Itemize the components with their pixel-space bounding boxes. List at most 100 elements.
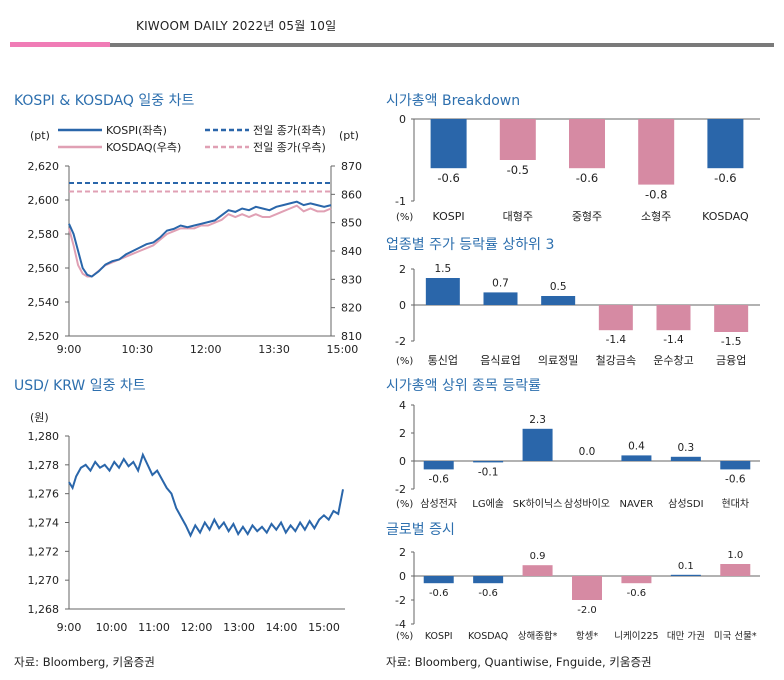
- global-bar: [720, 564, 751, 576]
- mcap_breakdown-bar: [499, 119, 536, 160]
- global-data-label: -0.6: [478, 588, 498, 599]
- global-bar: [473, 576, 504, 584]
- kospi-series-line: [68, 200, 332, 278]
- usdkrw-x-tick-label: 13:00: [223, 621, 255, 634]
- global-data-label: -0.6: [627, 588, 647, 599]
- mcap_breakdown-bar: [638, 119, 675, 185]
- mcap_breakdown-data-label: -0.6: [437, 171, 459, 185]
- right-unit-label: (pt): [339, 129, 359, 142]
- right-tick-label: 810: [341, 330, 362, 343]
- right-tick-label: 820: [341, 302, 362, 315]
- top_mcap-data-label: -0.1: [478, 466, 499, 478]
- legend-kosdaq-prev-label: 전일 종가(우측): [253, 140, 326, 154]
- left-unit-label: (pt): [30, 129, 50, 142]
- sector-data-label: 1.5: [434, 263, 451, 275]
- sector-tick-label: 0: [399, 299, 406, 312]
- top_mcap-category-label: SK하이닉스: [513, 497, 563, 510]
- top_mcap-tick-label: 2: [399, 427, 406, 440]
- usdkrw-x-tick-label: 14:00: [266, 621, 298, 634]
- global-tick-label: -2: [395, 594, 406, 607]
- top_mcap-bar: [720, 461, 751, 470]
- usdkrw-x-tick-label: 11:00: [138, 621, 170, 634]
- usdkrw-chart-title: USD/ KRW 일중 차트: [14, 378, 146, 394]
- top_mcap-data-label: 2.3: [529, 414, 546, 426]
- sector-category-label: 통신업: [428, 354, 458, 367]
- source-left: 자료: Bloomberg, 키움증권: [14, 655, 155, 669]
- mcap_breakdown-category-label: 소형주: [641, 210, 671, 223]
- mcap_breakdown-category-label: 대형주: [503, 210, 533, 223]
- usdkrw-x-tick-label: 9:00: [57, 621, 82, 634]
- x-tick-label: 10:30: [121, 343, 153, 356]
- mcap_breakdown-bar: [430, 119, 467, 169]
- global-data-label: 1.0: [727, 550, 743, 561]
- global-unit-label: (%): [396, 631, 413, 642]
- header-accent-bar: [10, 42, 110, 47]
- top_mcap-bar: [621, 455, 652, 461]
- top_mcap-category-label: 삼성SDI: [668, 498, 703, 510]
- top_mcap-bar: [473, 461, 504, 463]
- global-tick-label: 0: [399, 570, 406, 583]
- left-tick-label: 2,600: [28, 194, 60, 207]
- global-category-label: KOSPI: [425, 631, 453, 642]
- global-bar: [423, 576, 454, 584]
- right-tick-label: 850: [341, 217, 362, 230]
- sector-data-label: -1.5: [721, 336, 742, 348]
- legend-kospi-label: KOSPI(좌측): [106, 124, 167, 137]
- top_mcap-category-label: LG에솔: [472, 498, 504, 510]
- mcap_breakdown-tick-label: 0: [399, 113, 406, 126]
- global-data-label: 0.1: [678, 561, 694, 572]
- usdkrw-series-line: [68, 451, 344, 538]
- left-tick-label: 2,560: [28, 262, 60, 275]
- mcap_breakdown-unit-label: (%): [396, 212, 413, 223]
- global-tick-label: -4: [395, 618, 406, 631]
- left-tick-label: 2,540: [28, 296, 60, 309]
- sector-bar: [598, 305, 633, 331]
- usdkrw-tick-label: 1,276: [28, 488, 60, 501]
- kosdaq-series-line: [68, 204, 332, 278]
- global-chart-title: 글로벌 증시: [386, 522, 455, 538]
- top_mcap-category-label: NAVER: [620, 499, 654, 510]
- global-category-label: KOSDAQ: [468, 631, 508, 642]
- usdkrw-tick-label: 1,278: [28, 459, 60, 472]
- global-category-label: 대만 가권: [667, 630, 705, 642]
- sector-data-label: -1.4: [606, 334, 627, 346]
- usdkrw-tick-label: 1,274: [28, 517, 60, 530]
- left-tick-label: 2,580: [28, 228, 60, 241]
- sector-unit-label: (%): [396, 356, 413, 367]
- usdkrw-x-tick-label: 10:00: [96, 621, 128, 634]
- global-data-label: 0.9: [530, 551, 546, 562]
- top_mcap-category-label: 삼성바이오: [564, 498, 610, 510]
- left-tick-label: 2,620: [28, 160, 60, 173]
- top_mcap-tick-label: 0: [399, 455, 406, 468]
- sector-category-label: 철강금속: [596, 354, 636, 367]
- mcap_breakdown-bar: [707, 119, 744, 169]
- mcap_breakdown-tick-label: -1: [395, 195, 406, 208]
- global-bar: [670, 574, 701, 576]
- legend-kosdaq-label: KOSDAQ(우측): [106, 141, 181, 154]
- x-tick-label: 15:00: [327, 343, 359, 356]
- sector-tick-label: -2: [395, 335, 406, 348]
- mcap_breakdown-category-label: KOSPI: [433, 210, 465, 223]
- right-tick-label: 840: [341, 245, 362, 258]
- source-right: 자료: Bloomberg, Quantiwise, Fnguide, 키움증권: [386, 655, 652, 669]
- mcap_breakdown-data-label: -0.6: [714, 171, 736, 185]
- left-tick-label: 2,520: [28, 330, 60, 343]
- usdkrw-x-tick-label: 15:00: [308, 621, 340, 634]
- global-bar: [572, 576, 602, 600]
- mcap_breakdown-category-label: KOSDAQ: [702, 210, 749, 223]
- top_mcap-bar: [670, 456, 701, 461]
- top_mcap-unit-label: (%): [396, 499, 413, 510]
- usdkrw-tick-label: 1,268: [28, 603, 60, 616]
- sector-category-label: 운수창고: [653, 354, 693, 367]
- top_mcap-category-label: 현대차: [721, 498, 749, 510]
- usdkrw-tick-label: 1,270: [28, 574, 60, 587]
- mcap_breakdown-data-label: -0.6: [576, 171, 598, 185]
- sector-bar: [541, 296, 576, 305]
- mcap_breakdown-category-label: 중형주: [572, 210, 602, 223]
- mcap_breakdown-bar: [569, 119, 605, 169]
- top_mcap-category-label: 삼성전자: [420, 498, 457, 510]
- report-header: KIWOOM DAILY 2022년 05월 10일: [136, 19, 337, 33]
- top_mcap-bar: [522, 428, 553, 461]
- sector-category-label: 음식료업: [480, 354, 520, 367]
- sector-bar: [714, 305, 749, 332]
